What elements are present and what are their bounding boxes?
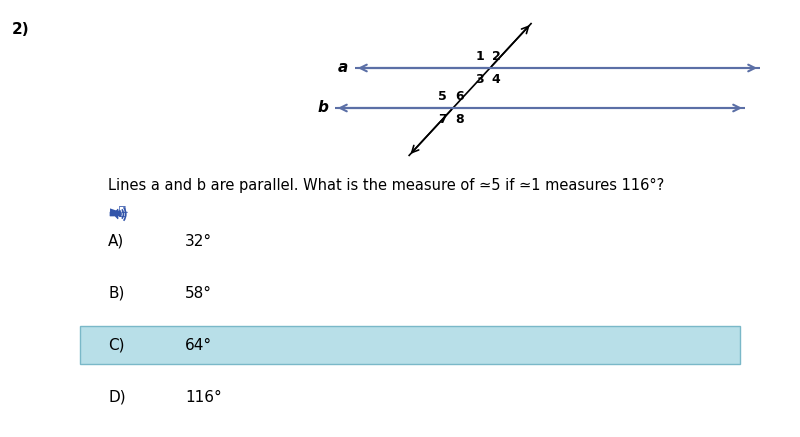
Text: a: a (338, 60, 348, 76)
Text: 58°: 58° (185, 285, 212, 301)
FancyBboxPatch shape (80, 326, 740, 364)
Text: Lines a and b are parallel. What is the measure of ≃5 if ≃1 measures 116°?: Lines a and b are parallel. What is the … (108, 178, 664, 193)
Text: b: b (317, 101, 328, 115)
Text: 2: 2 (492, 50, 501, 63)
Polygon shape (110, 209, 118, 219)
Text: 2): 2) (12, 22, 30, 37)
Text: 32°: 32° (185, 233, 212, 249)
Text: 3: 3 (475, 73, 484, 86)
Text: D): D) (108, 389, 126, 405)
Text: B): B) (108, 285, 124, 301)
Text: 7: 7 (438, 113, 447, 126)
Text: ►⧉: ►⧉ (110, 205, 127, 218)
Text: 116°: 116° (185, 389, 222, 405)
Text: 64°: 64° (185, 337, 212, 353)
Text: 1: 1 (475, 50, 484, 63)
Text: A): A) (108, 233, 124, 249)
Text: 8: 8 (454, 113, 463, 126)
Text: 5: 5 (438, 90, 447, 103)
Text: C): C) (108, 337, 125, 353)
Text: 6: 6 (454, 90, 463, 103)
Text: ◄┈: ◄┈ (110, 205, 129, 219)
Text: 4: 4 (492, 73, 501, 86)
